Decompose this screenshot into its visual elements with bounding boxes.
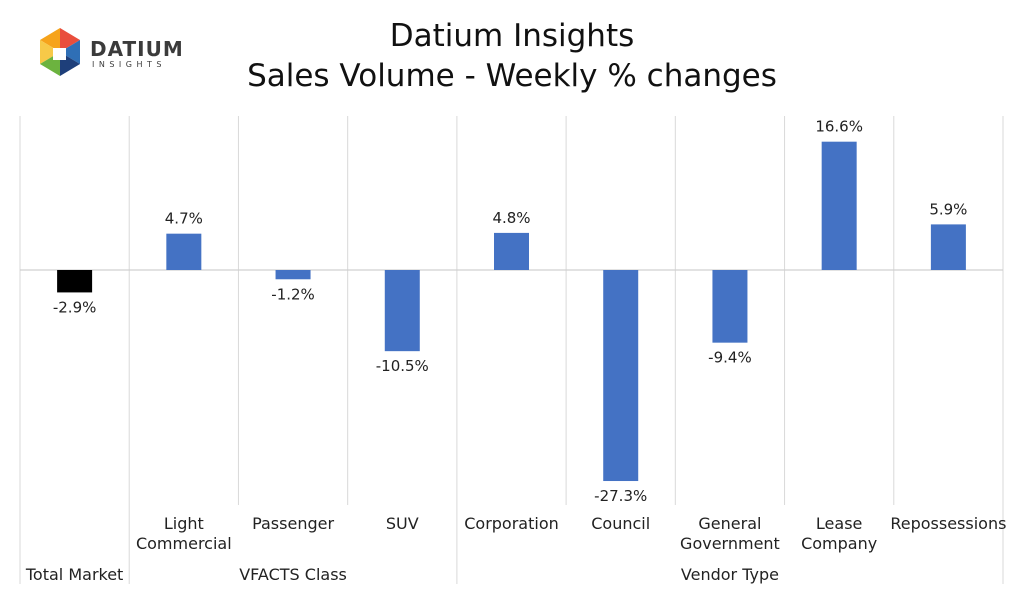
group-label: Vendor Type <box>681 565 779 584</box>
category-label: Commercial <box>136 534 232 553</box>
logo-wordmark: DATIUM <box>90 37 184 61</box>
data-label: 5.9% <box>929 200 967 218</box>
category-separators <box>19 116 1004 584</box>
data-label: 4.8% <box>492 209 530 227</box>
bars <box>57 141 966 482</box>
category-label: General <box>698 514 761 533</box>
logo-mark-icon <box>40 28 80 76</box>
category-label: Light <box>164 514 204 533</box>
bar <box>821 141 857 270</box>
data-labels: -2.9% 4.7% -1.2% -10.5% 4.8% -27.3% -9.4% 16.6%… <box>53 118 968 505</box>
category-label: Repossessions <box>890 514 1006 533</box>
data-label: 16.6% <box>815 118 863 136</box>
bar <box>603 270 639 482</box>
category-label: Government <box>680 534 780 553</box>
logo-subtext: INSIGHTS <box>92 60 166 69</box>
data-label: -9.4% <box>708 349 752 367</box>
chart-subtitle: Sales Volume - Weekly % changes <box>247 58 777 94</box>
data-label: -10.5% <box>376 357 429 375</box>
category-label: Passenger <box>252 514 334 533</box>
category-label: Corporation <box>464 514 559 533</box>
data-label: -27.3% <box>594 487 647 505</box>
category-label: SUV <box>386 514 419 533</box>
bar <box>384 270 420 352</box>
logo: DATIUM INSIGHTS <box>40 28 184 76</box>
chart-title: Datium Insights <box>390 18 635 54</box>
bar <box>494 232 529 270</box>
category-label: Council <box>591 514 650 533</box>
category-label: Lease <box>816 514 862 533</box>
bar <box>930 224 966 270</box>
data-label: -2.9% <box>53 298 97 316</box>
bar <box>712 270 748 343</box>
data-label: 4.7% <box>165 210 203 228</box>
group-label: Total Market <box>25 565 123 584</box>
group-label: VFACTS Class <box>239 565 347 584</box>
bar <box>57 270 93 293</box>
bar <box>166 233 202 270</box>
bar <box>275 270 311 280</box>
category-label: Company <box>801 534 877 553</box>
data-label: -1.2% <box>271 285 315 303</box>
group-labels: Total Market VFACTS Class Vendor Type <box>25 565 779 584</box>
